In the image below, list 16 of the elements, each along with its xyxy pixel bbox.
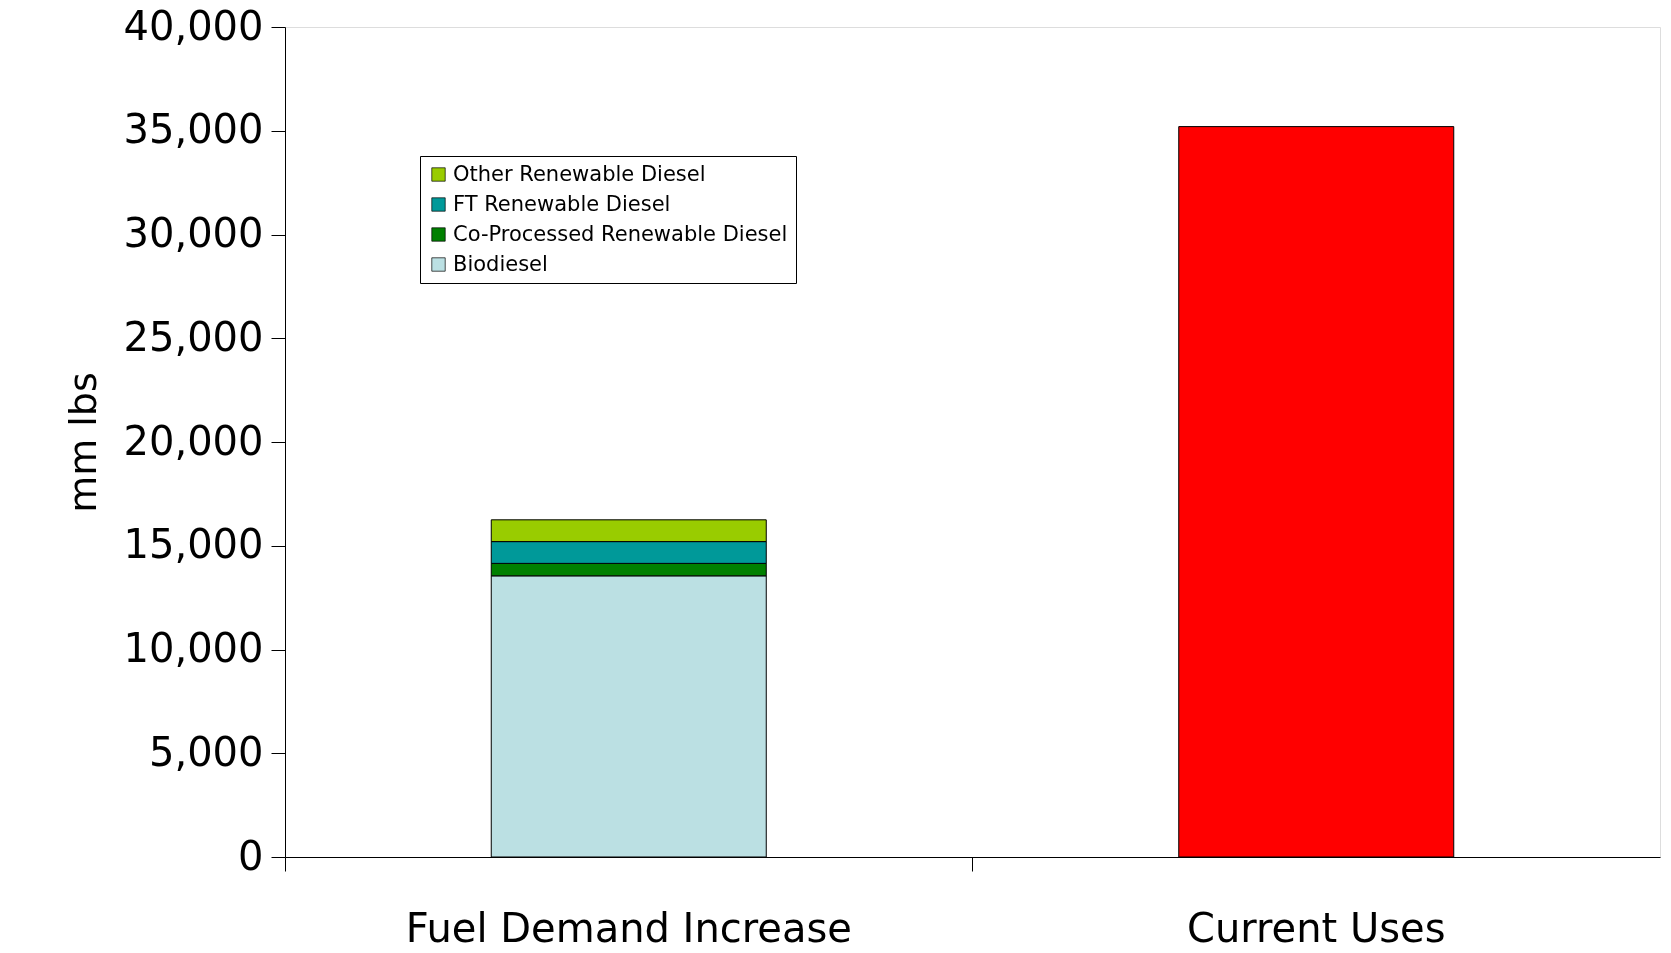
legend-label: FT Renewable Diesel bbox=[453, 191, 671, 216]
y-tick-label: 40,000 bbox=[123, 2, 264, 49]
legend-label: Biodiesel bbox=[453, 251, 548, 276]
y-axis-title: mm lbs bbox=[60, 372, 105, 513]
y-tick-label: 30,000 bbox=[123, 210, 264, 256]
y-tick-label: 5,000 bbox=[148, 728, 264, 775]
x-tick-label: Current Uses bbox=[1186, 904, 1446, 951]
y-tick-label: 25,000 bbox=[123, 313, 264, 360]
y-tick-label: 20,000 bbox=[123, 417, 264, 464]
x-tick-label: Fuel Demand Increase bbox=[405, 904, 852, 951]
legend-label: Co-Processed Renewable Diesel bbox=[453, 221, 788, 246]
y-tick-label: 0 bbox=[238, 832, 264, 879]
y-tick-label: 35,000 bbox=[123, 106, 264, 153]
y-tick-label: 15,000 bbox=[123, 521, 264, 568]
legend-label: Other Renewable Diesel bbox=[453, 161, 706, 186]
y-tick-label: 10,000 bbox=[123, 625, 264, 671]
